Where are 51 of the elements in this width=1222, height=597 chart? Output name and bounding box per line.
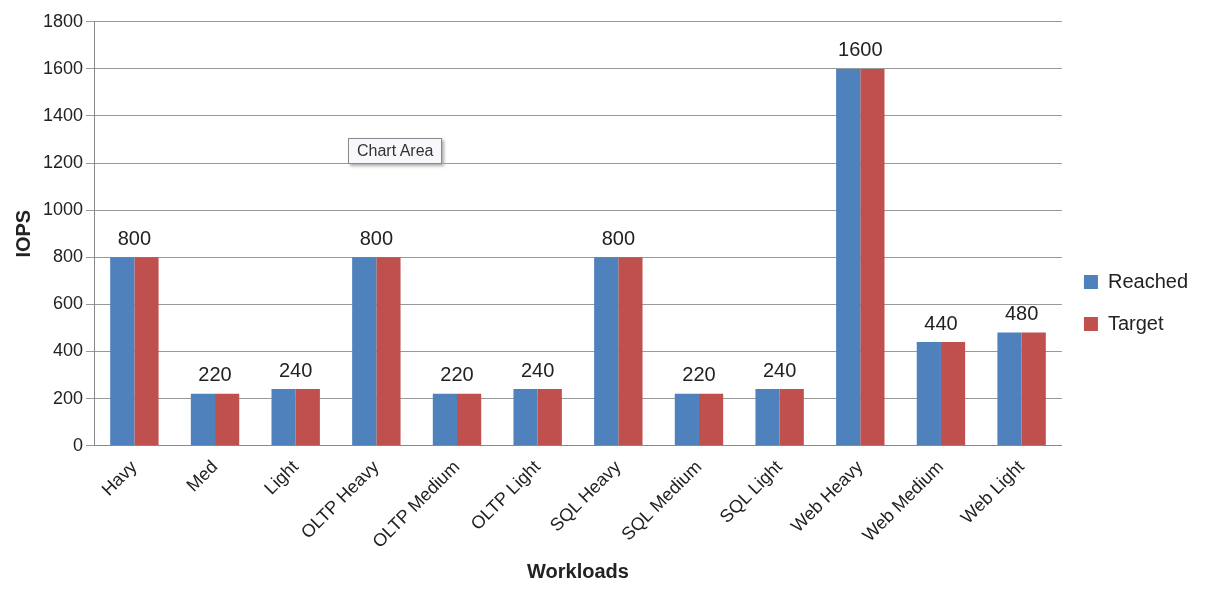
data-label: 1600 [838,38,883,61]
data-label: 220 [440,363,474,386]
bar [513,389,538,446]
y-tick-label: 1800 [43,10,84,31]
y-tick-label: 1400 [43,104,84,125]
bar [836,68,861,446]
bar [352,257,377,446]
legend-label: Reached [1107,269,1188,292]
bar [698,393,724,446]
bar [432,393,458,446]
y-axis-title: IOPS [11,209,34,258]
y-tick-label: 200 [53,387,84,408]
bar [271,389,296,446]
data-label: 240 [279,358,313,381]
bar [594,257,619,446]
bar [1021,332,1046,446]
y-tick-label: 600 [53,293,84,314]
data-label: 240 [762,358,797,381]
bar [618,257,643,446]
x-axis-title: Workloads [527,559,629,582]
data-label: 480 [1004,302,1039,325]
bar [190,393,216,446]
bar [779,389,804,446]
bar [997,332,1022,446]
bar [537,389,562,446]
bar [860,68,885,446]
data-label: 800 [359,226,394,249]
y-tick-label: 800 [53,246,84,267]
bar [674,393,699,446]
data-label: 220 [198,363,232,386]
bar [110,257,135,446]
bar [457,393,482,446]
y-tick-label: 1200 [43,152,84,173]
bar [755,389,780,446]
y-tick-label: 400 [53,340,84,361]
data-label: 240 [520,358,555,381]
y-tick-label: 1600 [43,57,84,78]
bar [916,342,941,446]
legend-label: Target [1107,311,1164,334]
data-label: 220 [682,363,716,386]
y-tick-label: 0 [73,434,84,455]
annotation: Chart Area [348,138,443,164]
data-label: 800 [117,226,152,249]
data-label: 800 [601,226,636,249]
y-tick-label: 1000 [43,199,84,220]
bar [376,257,401,446]
bar [134,257,159,446]
data-label: 440 [924,311,958,334]
bar [940,342,966,446]
bar [215,393,240,446]
bar [295,389,320,446]
